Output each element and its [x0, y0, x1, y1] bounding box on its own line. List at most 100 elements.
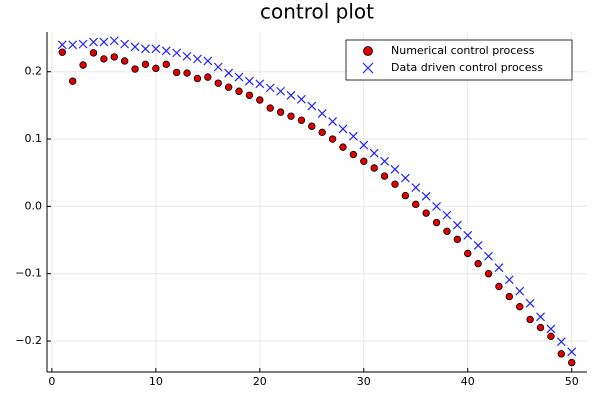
- x-marker: [255, 79, 265, 89]
- legend-label: Data driven control process: [391, 61, 543, 74]
- point: [287, 112, 295, 120]
- point: [495, 282, 503, 291]
- point: [204, 73, 212, 81]
- x-marker: [421, 191, 431, 201]
- point: [360, 157, 368, 165]
- x-marker: [338, 124, 348, 134]
- point: [235, 87, 243, 95]
- point: [339, 143, 347, 151]
- x-marker: [484, 251, 493, 261]
- point: [266, 104, 274, 112]
- point: [370, 164, 378, 172]
- point: [58, 48, 66, 56]
- x-marker: [452, 220, 462, 230]
- point: [349, 150, 358, 159]
- point: [276, 108, 285, 116]
- x-tick-label: 20: [253, 375, 267, 388]
- point: [245, 91, 254, 99]
- y-tick-label: 0.0: [25, 199, 43, 212]
- x-marker: [400, 173, 410, 183]
- point: [183, 69, 191, 77]
- x-marker: [265, 83, 275, 93]
- x-marker: [276, 86, 286, 96]
- x-marker: [172, 48, 182, 58]
- x-marker: [224, 68, 234, 78]
- point: [68, 77, 77, 85]
- x-marker: [515, 286, 525, 296]
- x-marker: [432, 201, 441, 211]
- y-tick-label: −0.1: [15, 267, 42, 280]
- x-marker: [161, 46, 171, 56]
- x-marker: [120, 39, 130, 49]
- x-marker: [182, 51, 192, 61]
- x-marker: [328, 117, 338, 126]
- x-tick-label: 30: [357, 375, 371, 388]
- x-marker: [390, 164, 400, 174]
- point: [432, 218, 441, 227]
- x-tick-label: 10: [149, 375, 163, 388]
- point: [412, 200, 420, 209]
- x-marker: [546, 324, 556, 334]
- point: [547, 332, 555, 341]
- point: [484, 270, 493, 278]
- point: [536, 323, 545, 332]
- point: [328, 135, 337, 143]
- point: [391, 180, 399, 188]
- point: [568, 358, 576, 367]
- point: [256, 96, 264, 104]
- point: [193, 74, 202, 83]
- x-tick-label: 40: [461, 375, 475, 388]
- x-marker: [556, 337, 566, 347]
- x-marker: [369, 148, 379, 158]
- x-marker: [362, 62, 374, 74]
- chart-title: control plot: [260, 0, 374, 24]
- x-marker: [193, 54, 202, 64]
- x-marker: [473, 241, 483, 250]
- x-marker: [99, 37, 109, 47]
- point: [162, 60, 170, 69]
- point: [557, 350, 566, 358]
- legend-label: Numerical control process: [391, 44, 535, 57]
- point: [120, 57, 129, 65]
- point: [89, 49, 98, 57]
- point: [79, 61, 87, 69]
- point: [214, 79, 222, 87]
- point: [422, 209, 430, 217]
- x-marker: [68, 40, 78, 50]
- x-marker: [307, 101, 317, 111]
- point: [131, 65, 139, 73]
- point: [297, 116, 306, 124]
- y-tick-label: 0.1: [25, 132, 43, 145]
- x-marker: [109, 36, 119, 46]
- point: [443, 227, 451, 235]
- x-marker: [89, 37, 98, 47]
- x-marker: [359, 140, 369, 150]
- point: [318, 128, 326, 137]
- point: [363, 46, 373, 56]
- point: [172, 68, 181, 77]
- x-marker: [78, 39, 88, 49]
- x-marker: [536, 312, 545, 322]
- x-tick-label: 0: [48, 375, 55, 388]
- legend-box: [345, 39, 573, 81]
- point: [464, 249, 472, 258]
- y-tick-label: −0.2: [15, 334, 42, 347]
- x-marker: [567, 347, 577, 357]
- x-marker: [141, 44, 150, 54]
- x-marker: [494, 263, 504, 273]
- point: [224, 83, 233, 91]
- x-marker: [525, 298, 535, 308]
- x-marker: [203, 56, 213, 66]
- point: [474, 259, 482, 268]
- x-marker: [244, 76, 254, 86]
- x-marker: [296, 94, 306, 104]
- point: [141, 60, 150, 69]
- x-marker: [234, 72, 244, 82]
- x-marker: [463, 230, 473, 240]
- point: [401, 191, 410, 200]
- point: [516, 302, 524, 311]
- x-marker: [213, 62, 223, 72]
- x-marker: [151, 44, 161, 54]
- x-tick-label: 50: [565, 375, 579, 388]
- x-marker: [504, 275, 514, 285]
